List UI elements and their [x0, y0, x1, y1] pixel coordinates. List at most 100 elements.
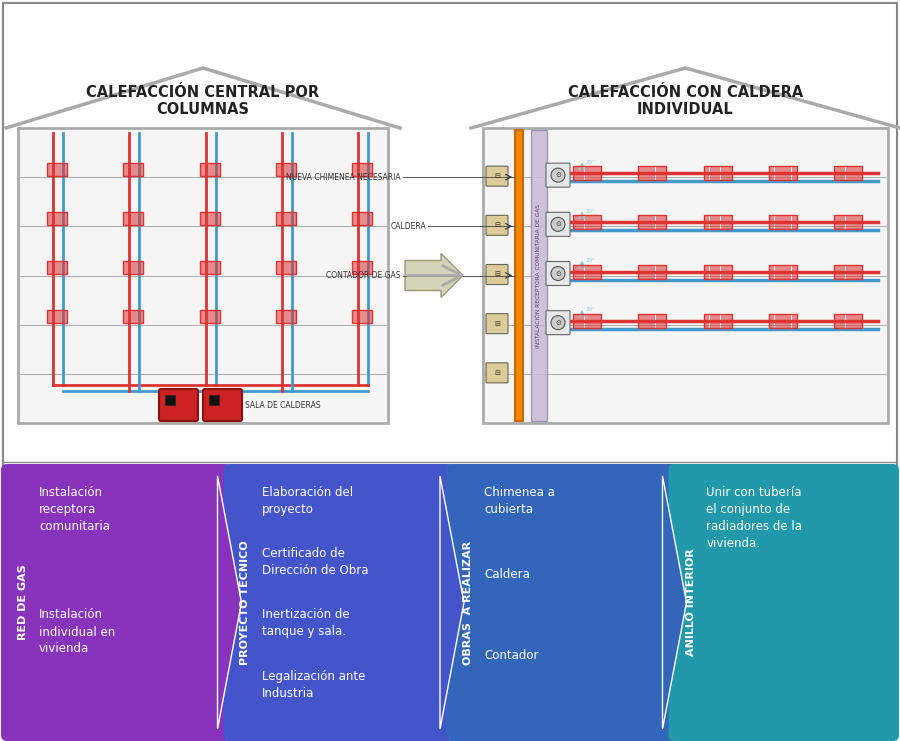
- Bar: [775, 313, 779, 328]
- Bar: [128, 310, 130, 323]
- Bar: [280, 212, 284, 225]
- Bar: [200, 163, 220, 176]
- Bar: [650, 265, 654, 279]
- Bar: [208, 261, 211, 274]
- Text: Certificado de
Dirección de Obra: Certificado de Dirección de Obra: [262, 548, 368, 577]
- Bar: [579, 216, 583, 229]
- Bar: [123, 261, 143, 274]
- Bar: [704, 166, 732, 180]
- Bar: [123, 163, 143, 176]
- Bar: [123, 212, 143, 225]
- Bar: [851, 216, 856, 229]
- Bar: [716, 265, 719, 279]
- Bar: [726, 265, 731, 279]
- Bar: [128, 261, 130, 274]
- Bar: [721, 265, 725, 279]
- Bar: [769, 216, 796, 229]
- Bar: [51, 163, 55, 176]
- Bar: [769, 313, 796, 328]
- Bar: [770, 265, 773, 279]
- FancyBboxPatch shape: [159, 389, 198, 421]
- Bar: [579, 265, 583, 279]
- Bar: [352, 261, 372, 274]
- Text: ⊙: ⊙: [555, 319, 561, 325]
- Bar: [200, 261, 203, 274]
- Bar: [353, 163, 356, 176]
- Text: 20°: 20°: [586, 258, 596, 263]
- Text: Caldera: Caldera: [484, 568, 530, 581]
- Bar: [136, 261, 139, 274]
- Bar: [288, 212, 292, 225]
- Text: ⊙: ⊙: [555, 172, 561, 178]
- Bar: [655, 216, 660, 229]
- Bar: [364, 163, 367, 176]
- Bar: [834, 265, 862, 279]
- FancyBboxPatch shape: [486, 265, 508, 285]
- Bar: [590, 313, 595, 328]
- Bar: [128, 163, 130, 176]
- Bar: [368, 212, 372, 225]
- FancyBboxPatch shape: [446, 464, 677, 741]
- Bar: [709, 265, 714, 279]
- Bar: [644, 265, 649, 279]
- Bar: [292, 310, 295, 323]
- Bar: [216, 310, 219, 323]
- Bar: [655, 265, 660, 279]
- Bar: [596, 313, 600, 328]
- Bar: [834, 166, 839, 180]
- Bar: [721, 216, 725, 229]
- Bar: [644, 313, 649, 328]
- Bar: [579, 313, 583, 328]
- Bar: [775, 166, 779, 180]
- Bar: [857, 313, 861, 328]
- Bar: [59, 163, 62, 176]
- Bar: [64, 261, 67, 274]
- Bar: [638, 216, 666, 229]
- Bar: [353, 310, 356, 323]
- FancyBboxPatch shape: [486, 313, 508, 333]
- Bar: [769, 166, 796, 180]
- Bar: [353, 212, 356, 225]
- FancyBboxPatch shape: [546, 310, 570, 335]
- Bar: [726, 166, 731, 180]
- Text: 20°: 20°: [586, 159, 596, 165]
- Bar: [638, 265, 666, 279]
- Bar: [709, 216, 714, 229]
- Bar: [212, 310, 215, 323]
- Text: OBRAS  A REALIZAR: OBRAS A REALIZAR: [463, 540, 473, 665]
- Bar: [716, 216, 719, 229]
- Bar: [644, 216, 649, 229]
- Bar: [721, 166, 725, 180]
- Bar: [288, 310, 292, 323]
- Text: Contador: Contador: [484, 649, 538, 662]
- Bar: [47, 261, 67, 274]
- Bar: [704, 313, 708, 328]
- FancyBboxPatch shape: [223, 464, 454, 741]
- Bar: [136, 310, 139, 323]
- Bar: [780, 313, 785, 328]
- Bar: [361, 261, 364, 274]
- Bar: [200, 212, 220, 225]
- Text: Unir con tubería
el conjunto de
radiadores de la
vivienda.: Unir con tubería el conjunto de radiador…: [706, 486, 803, 550]
- Bar: [590, 216, 595, 229]
- Text: CALEFACCIÓN CENTRAL POR
COLUMNAS: CALEFACCIÓN CENTRAL POR COLUMNAS: [86, 84, 320, 117]
- Bar: [579, 166, 583, 180]
- Text: Elaboración del
proyecto: Elaboración del proyecto: [262, 486, 353, 516]
- FancyBboxPatch shape: [546, 213, 570, 236]
- Bar: [596, 265, 600, 279]
- Bar: [352, 310, 372, 323]
- Bar: [573, 265, 601, 279]
- Bar: [368, 310, 372, 323]
- Bar: [208, 163, 211, 176]
- Bar: [356, 163, 359, 176]
- Bar: [276, 163, 279, 176]
- Bar: [368, 261, 372, 274]
- Bar: [840, 166, 844, 180]
- Bar: [573, 265, 578, 279]
- Bar: [123, 310, 143, 323]
- Bar: [851, 265, 856, 279]
- Bar: [51, 310, 55, 323]
- Bar: [704, 216, 732, 229]
- Text: SALA DE CALDERAS: SALA DE CALDERAS: [245, 400, 320, 410]
- Bar: [368, 163, 372, 176]
